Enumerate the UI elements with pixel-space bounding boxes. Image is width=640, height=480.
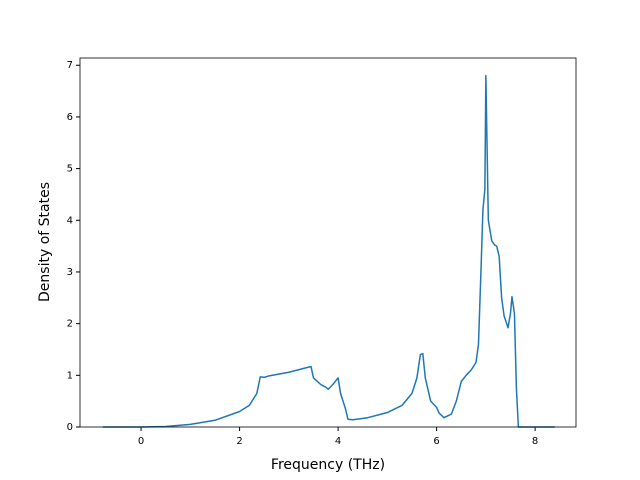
x-tick-label: 4 xyxy=(335,436,341,447)
y-tick-label: 1 xyxy=(67,370,73,381)
plot-frame xyxy=(79,57,577,428)
y-tick-label: 2 xyxy=(67,319,73,330)
y-tick-label: 5 xyxy=(67,164,73,175)
x-tick-label: 6 xyxy=(433,436,439,447)
y-axis-label: Density of States xyxy=(37,182,53,302)
y-tick-label: 4 xyxy=(67,215,73,226)
x-tick-label: 0 xyxy=(138,436,144,447)
x-tick-label: 8 xyxy=(532,436,538,447)
x-tick-label: 2 xyxy=(236,436,242,447)
y-tick-label: 0 xyxy=(67,422,73,433)
y-tick-label: 7 xyxy=(67,60,73,71)
y-tick-label: 6 xyxy=(67,112,73,123)
x-axis-label: Frequency (THz) xyxy=(271,457,385,473)
y-tick-label: 3 xyxy=(67,267,73,278)
line xyxy=(102,74,555,428)
